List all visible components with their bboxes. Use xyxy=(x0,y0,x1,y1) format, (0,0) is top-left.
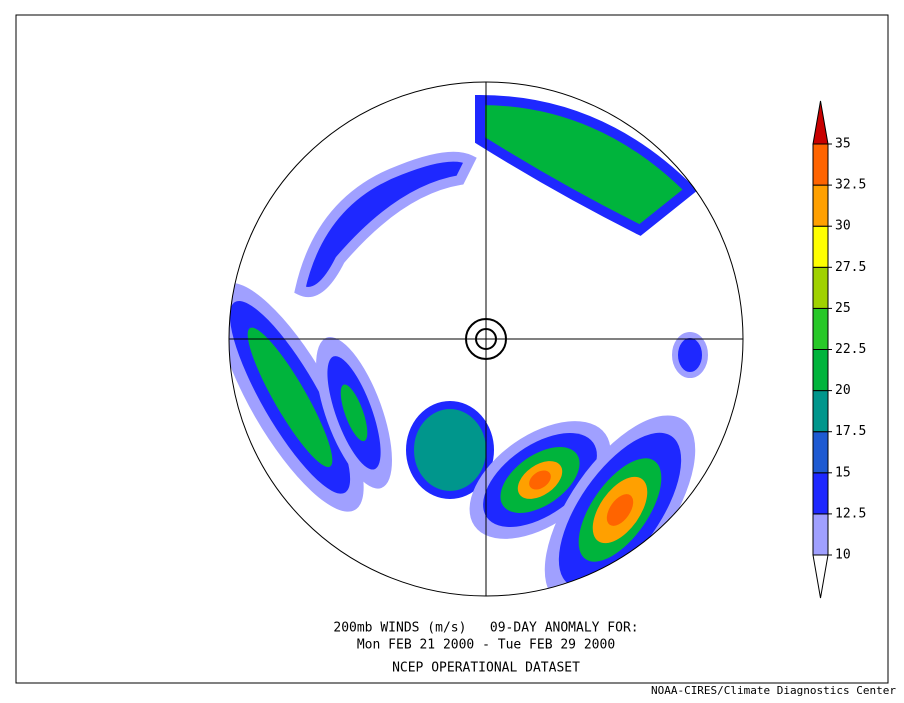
tick-label: 32.5 xyxy=(835,178,866,193)
tick-label: 27.5 xyxy=(835,260,866,275)
colorbar-segment xyxy=(812,390,829,433)
tick-label: 10 xyxy=(835,548,851,563)
colorbar-segment xyxy=(812,266,829,309)
tick-label: 25 xyxy=(835,301,851,316)
colorbar-segment xyxy=(812,472,829,515)
tick-label: 22.5 xyxy=(835,342,866,357)
colorbar-segment xyxy=(812,349,829,392)
colorbar-segment xyxy=(812,225,829,268)
frame xyxy=(15,14,889,684)
colorbar-above xyxy=(812,100,829,145)
colorbar: 10 12.5 15 17.5 20 22.5 25 27.5 30 32.5 35 xyxy=(812,100,866,599)
wind-anomaly-map xyxy=(229,94,708,596)
title: 200mb WINDS (m/s) 09-DAY ANOMALY FOR: xyxy=(333,621,638,636)
title: NCEP OPERATIONAL DATASET xyxy=(392,661,580,676)
tick-label: 12.5 xyxy=(835,506,866,521)
tick-label: 20 xyxy=(835,383,851,398)
tick-label: 35 xyxy=(835,137,851,152)
colorbar-segment xyxy=(812,431,829,474)
tick-label: 30 xyxy=(835,219,851,234)
colorbar-segment xyxy=(812,184,829,227)
tick-label: 15 xyxy=(835,465,851,480)
colorbar-segment xyxy=(812,513,829,556)
tick-label: 17.5 xyxy=(835,424,866,439)
colorbar-segment xyxy=(812,307,829,350)
colorbar-segment xyxy=(812,143,829,186)
credit: NOAA-CIRES/Climate Diagnostics Center xyxy=(651,684,896,697)
title: Mon FEB 21 2000 - Tue FEB 29 2000 xyxy=(357,638,615,653)
